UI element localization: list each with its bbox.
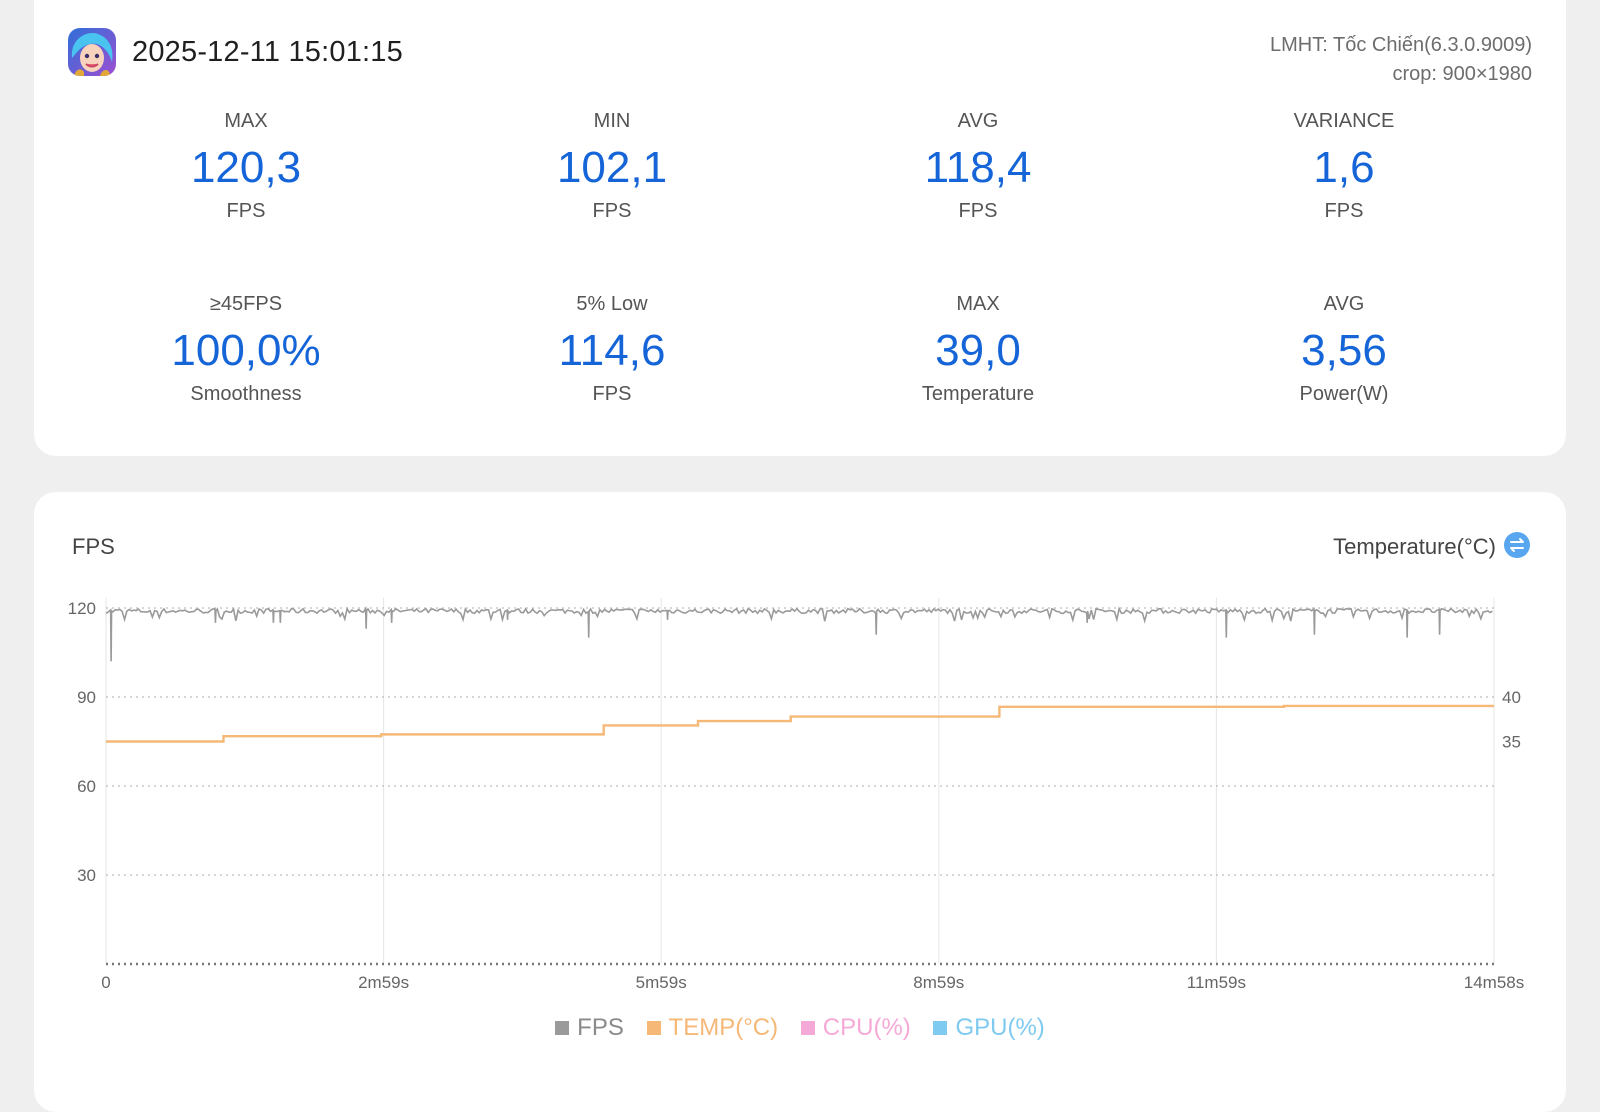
app-info: LMHT: Tốc Chiến(6.3.0.9009) crop: 900×19…: [1270, 31, 1532, 89]
stat-unit: Smoothness: [190, 383, 302, 405]
legend-swatch-temp: [646, 1021, 661, 1035]
x-tick-label: 0: [101, 973, 110, 992]
legend-label-cpu: CPU(%): [822, 1014, 911, 1041]
stat-unit: FPS: [958, 200, 998, 222]
x-tick-label: 5m59s: [636, 973, 687, 992]
stat-label: VARIANCE: [1293, 110, 1395, 132]
stat-value: 102,1: [556, 143, 668, 192]
stat-max-fps: MAX 120,3 FPS: [96, 110, 396, 223]
stat-max-temperature: MAX 39,0 Temperature: [828, 293, 1128, 406]
y-right-tick-label: 35: [1502, 733, 1521, 752]
stat-value: 114,6: [558, 326, 666, 375]
x-tick-label: 2m59s: [358, 973, 409, 992]
stat-value: 39,0: [935, 326, 1021, 375]
chart-card: FPS Temperature(°C) 0 2m59s 5m59s 8m59s 11m5…: [34, 492, 1566, 1112]
stat-min-fps: MIN 102,1 FPS: [462, 110, 762, 223]
stat-label: AVG: [957, 110, 999, 132]
legend-item-gpu[interactable]: GPU(%): [933, 1014, 1045, 1042]
fps-series-line: [105, 606, 1493, 662]
stat-label: MAX: [956, 293, 1000, 315]
y-left-tick-label: 90: [77, 688, 96, 707]
temp-series-line: [106, 704, 1494, 743]
stat-label: MAX: [224, 110, 268, 132]
stat-unit: Power(W): [1299, 383, 1389, 405]
stat-unit: FPS: [592, 200, 632, 222]
app-name-version: LMHT: Tốc Chiến(6.3.0.9009): [1270, 34, 1532, 56]
stat-unit: FPS: [226, 200, 266, 222]
stat-unit: FPS: [592, 383, 632, 405]
legend-swatch-fps: [555, 1021, 570, 1035]
legend-label-temp: TEMP(°C): [668, 1014, 779, 1041]
stat-value: 1,6: [1313, 143, 1375, 192]
chart-left-axis-title: FPS: [72, 534, 115, 559]
legend-item-temp[interactable]: TEMP(°C): [646, 1014, 779, 1042]
x-tick-label: 11m59s: [1187, 973, 1246, 992]
performance-chart: 0 2m59s 5m59s 8m59s 11m59s 14m58s 120 90 60 30 40 3…: [68, 598, 1524, 992]
stat-smoothness: ≥45FPS 100,0% Smoothness: [96, 293, 396, 406]
y-right-tick-label: 40: [1502, 688, 1521, 707]
stat-label: 5% Low: [576, 293, 648, 315]
chart-right-axis-title[interactable]: Temperature(°C): [1333, 534, 1496, 559]
stat-avg-power: AVG 3,56 Power(W): [1194, 293, 1494, 406]
x-tick-label: 8m59s: [913, 973, 964, 992]
legend-swatch-cpu: [800, 1021, 815, 1035]
stat-value: 118,4: [924, 143, 1032, 192]
session-timestamp: 2025-12-11 15:01:15: [132, 36, 403, 68]
legend-item-fps[interactable]: FPS: [555, 1014, 624, 1042]
stat-label: AVG: [1323, 293, 1365, 315]
chart-legend: FPS TEMP(°C) CPU(%) GPU(%): [34, 1014, 1566, 1042]
stat-unit: Temperature: [921, 383, 1035, 405]
y-left-tick-label: 120: [68, 599, 96, 618]
stat-value: 3,56: [1301, 326, 1387, 375]
stat-5pct-low: 5% Low 114,6 FPS: [462, 293, 762, 406]
legend-label-gpu: GPU(%): [955, 1014, 1045, 1041]
y-left-tick-label: 60: [77, 777, 96, 796]
stat-label: ≥45FPS: [209, 293, 283, 315]
crop-resolution: crop: 900×1980: [1392, 63, 1532, 85]
swap-axis-icon[interactable]: [1504, 532, 1530, 558]
summary-card: 2025-12-11 15:01:15 LMHT: Tốc Chiến(6.3.…: [34, 0, 1566, 456]
legend-swatch-gpu: [933, 1021, 948, 1035]
stat-avg-fps: AVG 118,4 FPS: [828, 110, 1128, 223]
stat-label: MIN: [593, 110, 631, 132]
stat-value: 120,3: [190, 143, 302, 192]
legend-item-cpu[interactable]: CPU(%): [800, 1014, 911, 1042]
stat-value: 100,0%: [171, 326, 321, 375]
x-tick-label: 14m58s: [1464, 973, 1524, 992]
game-app-icon: [68, 28, 116, 76]
legend-label-fps: FPS: [577, 1014, 624, 1041]
stat-variance: VARIANCE 1,6 FPS: [1194, 110, 1494, 223]
stat-unit: FPS: [1324, 200, 1364, 222]
y-left-tick-label: 30: [77, 866, 96, 885]
